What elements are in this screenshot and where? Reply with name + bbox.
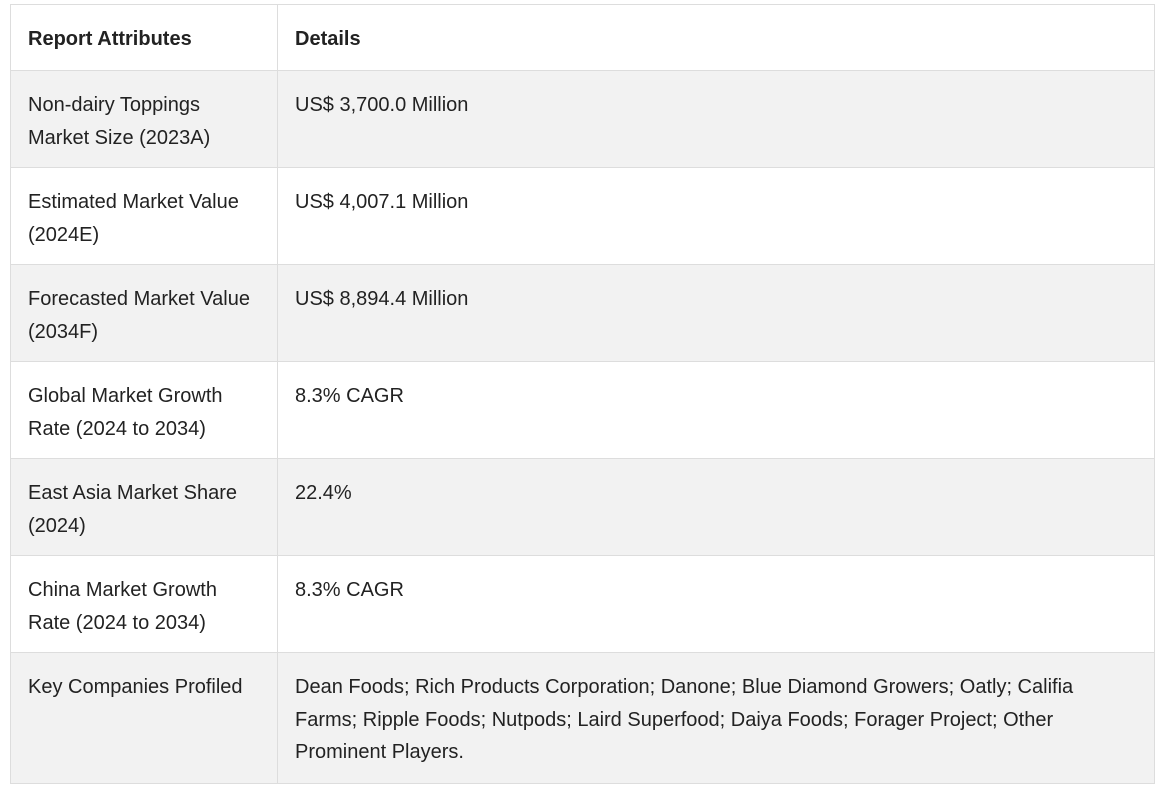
header-details: Details [277,4,1155,71]
table-row: Non-dairy Toppings Market Size (2023A) U… [10,70,1155,168]
details-cell: 8.3% CAGR [277,361,1155,459]
table-row: Global Market Growth Rate (2024 to 2034)… [10,361,1155,459]
report-attributes-table-container: Report Attributes Details Non-dairy Topp… [10,4,1155,784]
table-row: East Asia Market Share (2024) 22.4% [10,458,1155,556]
table-header-row: Report Attributes Details [10,4,1155,71]
attribute-cell: Key Companies Profiled [10,652,278,784]
details-cell: US$ 4,007.1 Million [277,167,1155,265]
report-attributes-table: Report Attributes Details Non-dairy Topp… [10,4,1155,784]
attribute-cell: Estimated Market Value (2024E) [10,167,278,265]
attribute-cell: Global Market Growth Rate (2024 to 2034) [10,361,278,459]
table-row: China Market Growth Rate (2024 to 2034) … [10,555,1155,653]
details-cell: US$ 3,700.0 Million [277,70,1155,168]
details-cell: 8.3% CAGR [277,555,1155,653]
attribute-cell: China Market Growth Rate (2024 to 2034) [10,555,278,653]
header-report-attributes: Report Attributes [10,4,278,71]
attribute-cell: East Asia Market Share (2024) [10,458,278,556]
details-cell: 22.4% [277,458,1155,556]
attribute-cell: Forecasted Market Value (2034F) [10,264,278,362]
details-cell: US$ 8,894.4 Million [277,264,1155,362]
details-cell: Dean Foods; Rich Products Corporation; D… [277,652,1155,784]
attribute-cell: Non-dairy Toppings Market Size (2023A) [10,70,278,168]
table-row: Estimated Market Value (2024E) US$ 4,007… [10,167,1155,265]
table-row: Forecasted Market Value (2034F) US$ 8,89… [10,264,1155,362]
table-row: Key Companies Profiled Dean Foods; Rich … [10,652,1155,784]
